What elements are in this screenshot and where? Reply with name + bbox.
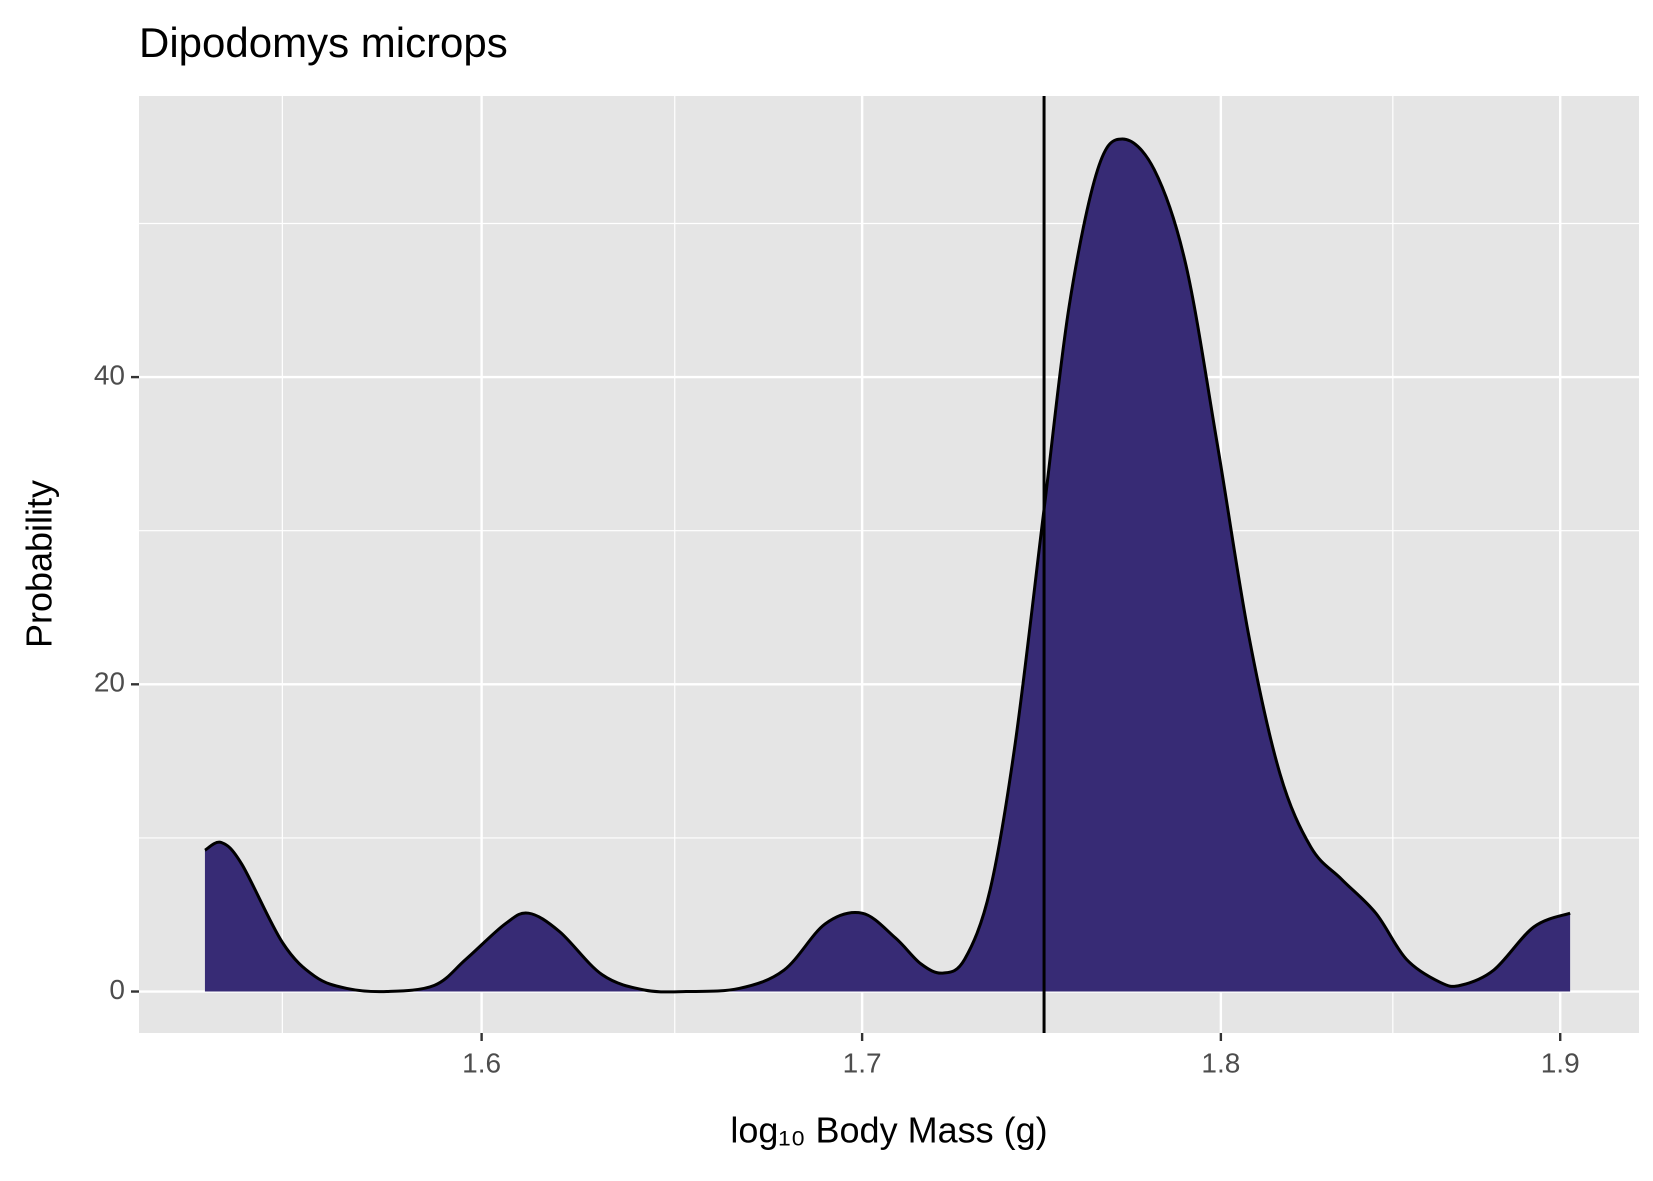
chart-title: Dipodomys microps xyxy=(139,19,508,66)
y-tick-label: 0 xyxy=(109,974,125,1005)
x-tick-label: 1.7 xyxy=(843,1047,882,1078)
density-line xyxy=(204,137,1571,994)
y-tick-label: 40 xyxy=(94,359,125,390)
y-axis-title: Probability xyxy=(19,480,60,648)
y-tick-label: 20 xyxy=(94,667,125,698)
x-tick-label: 1.6 xyxy=(462,1047,501,1078)
x-axis-title: log₁₀ Body Mass (g) xyxy=(730,1110,1047,1151)
x-tick-label: 1.8 xyxy=(1201,1047,1240,1078)
x-tick-label: 1.9 xyxy=(1541,1047,1580,1078)
density-area xyxy=(204,139,1571,992)
plot-panel xyxy=(139,96,1639,1033)
